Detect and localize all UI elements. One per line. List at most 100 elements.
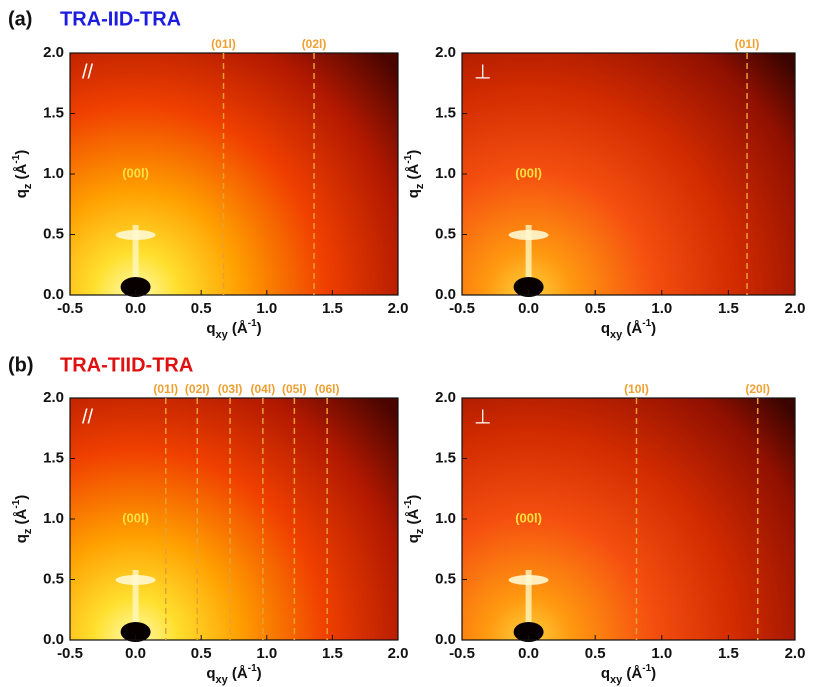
plot: (01l)⊥(00l)-0.5 0.0 0.5 1.0 1.5 2.00.00.51.01… xyxy=(403,37,805,341)
corner-label: // xyxy=(82,61,94,83)
beamstop-streak xyxy=(525,570,532,630)
x-tick-label: 0.0 xyxy=(518,300,539,317)
x-tick-label: 2.0 xyxy=(388,645,409,662)
axis-label-part: q xyxy=(13,534,30,543)
axis-label-part: xy xyxy=(216,674,229,686)
y-tick-label: 0.0 xyxy=(435,631,456,648)
line-label: (06l) xyxy=(315,382,340,396)
x-tick-label: 0.0 xyxy=(125,645,146,662)
y-tick-label: 0.0 xyxy=(435,286,456,303)
x-tick-label: 0.5 xyxy=(191,300,212,317)
ring xyxy=(115,575,156,585)
x-tick-label: 2.0 xyxy=(388,300,409,317)
peak-label: (00l) xyxy=(515,510,542,525)
x-tick-label: 2.0 xyxy=(785,645,806,662)
axis-label-part: -1 xyxy=(11,499,22,508)
line-label: (20l) xyxy=(745,382,770,396)
axis-label: qxy (Å-1) xyxy=(601,663,656,686)
axis-label-part: (Å xyxy=(228,665,248,682)
beamstop xyxy=(513,277,544,297)
line-label: (04l) xyxy=(251,382,276,396)
axis-label-part: q xyxy=(206,320,215,337)
axis-label-part: (Å xyxy=(622,320,642,337)
axis-label-part: -1 xyxy=(642,663,651,674)
x-tick-label: 1.5 xyxy=(322,645,343,662)
axis-label-part: (Å xyxy=(622,665,642,682)
beamstop-streak xyxy=(525,225,532,285)
beamstop xyxy=(513,622,544,642)
peak-label: (00l) xyxy=(122,510,149,525)
line-label: (01l) xyxy=(211,37,236,51)
x-tick-label: 0.0 xyxy=(518,645,539,662)
corner-label: // xyxy=(82,406,94,428)
ring xyxy=(115,230,156,240)
heatmap xyxy=(70,53,398,295)
axis-label: qz (Å-1) xyxy=(11,495,34,544)
axis-label: qxy (Å-1) xyxy=(601,318,656,341)
beamstop xyxy=(120,277,151,297)
y-tick-label: 1.0 xyxy=(435,510,456,527)
axis-label-part: -1 xyxy=(642,318,651,329)
axis-label-part: q xyxy=(206,665,215,682)
y-tick-label: 2.0 xyxy=(43,389,64,406)
axis-label-part: ) xyxy=(13,150,30,155)
line-label: (01l) xyxy=(153,382,178,396)
panel-title: TRA-IID-TRA xyxy=(60,8,181,30)
beamstop-streak xyxy=(132,570,139,630)
y-tick-label: 0.5 xyxy=(435,225,456,242)
axis-label-part: -1 xyxy=(11,154,22,163)
x-tick-label: 0.0 xyxy=(125,300,146,317)
y-tick-label: 1.5 xyxy=(435,104,456,121)
corner-label: ⊥ xyxy=(474,406,491,428)
panel-label: (b) xyxy=(8,354,34,376)
corner-label: ⊥ xyxy=(474,61,491,83)
plot: (01l) (02l) (03l) (04l) (05l) (06l) // (00l) -0.… xyxy=(11,382,408,686)
ring xyxy=(508,575,549,585)
x-tick-label: 0.5 xyxy=(585,645,606,662)
axis-label-part: z xyxy=(414,183,426,189)
axis-label-part: q xyxy=(405,189,422,198)
axis-label-part: ) xyxy=(257,665,262,682)
y-tick-label: 1.5 xyxy=(435,449,456,466)
beamstop xyxy=(120,622,151,642)
axis-label-part: ) xyxy=(405,150,422,155)
x-tick-label: 0.5 xyxy=(191,645,212,662)
x-tick-label: -0.5 xyxy=(57,645,83,662)
x-tick-label: -0.5 xyxy=(57,300,83,317)
y-tick-label: 0.5 xyxy=(435,570,456,587)
axis-label-part: ) xyxy=(651,320,656,337)
axis-label-part: z xyxy=(414,528,426,534)
line-label: (02l) xyxy=(302,37,327,51)
y-tick-label: 1.5 xyxy=(43,449,64,466)
x-tick-label: 1.0 xyxy=(256,300,277,317)
y-tick-label: 1.0 xyxy=(43,165,64,182)
x-tick-label: -0.5 xyxy=(449,300,475,317)
x-tick-label: 0.5 xyxy=(585,300,606,317)
heatmap xyxy=(462,398,795,640)
panel-title: TRA-TIID-TRA xyxy=(60,354,193,376)
line-label: (01l) xyxy=(735,37,760,51)
axis-label-part: (Å xyxy=(13,163,30,183)
plot: (01l) (02l)//(00l)-0.5 0.0 0.5 1.0 1.5 2.00.00… xyxy=(11,37,408,341)
y-tick-label: 1.0 xyxy=(43,510,64,527)
axis-label: qz (Å-1) xyxy=(403,495,426,544)
x-tick-label: 2.0 xyxy=(785,300,806,317)
x-tick-label: 1.0 xyxy=(651,300,672,317)
peak-label: (00l) xyxy=(515,165,542,180)
axis-label-part: q xyxy=(13,189,30,198)
axis-label-part: q xyxy=(601,320,610,337)
line-label: (02l) xyxy=(185,382,210,396)
line-label: (05l) xyxy=(282,382,307,396)
axis-label-part: (Å xyxy=(13,508,30,528)
axis-label: qxy (Å-1) xyxy=(206,318,261,341)
heatmap xyxy=(70,398,398,640)
y-tick-label: 2.0 xyxy=(43,44,64,61)
axis-label: qz (Å-1) xyxy=(403,150,426,199)
x-tick-label: 1.5 xyxy=(718,300,739,317)
axis-label-part: z xyxy=(22,183,34,189)
axis-label: qz (Å-1) xyxy=(11,150,34,199)
panel-label: (a) xyxy=(8,8,32,30)
x-tick-label: -0.5 xyxy=(449,645,475,662)
peak-label: (00l) xyxy=(122,165,149,180)
axis-label-part: (Å xyxy=(405,163,422,183)
